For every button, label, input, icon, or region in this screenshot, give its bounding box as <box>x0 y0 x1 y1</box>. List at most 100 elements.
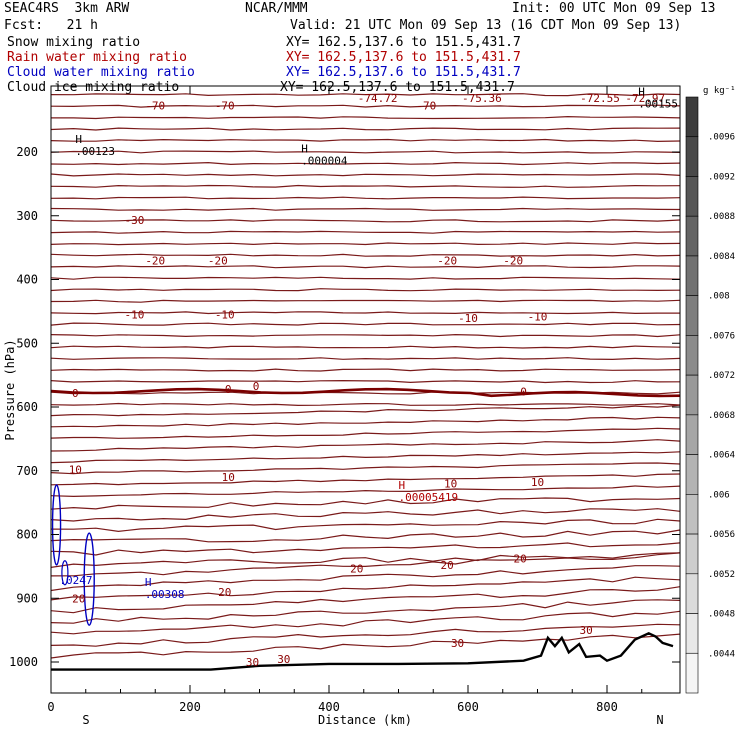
contour-label: -70 <box>145 99 165 112</box>
colorbar-tick-label: .0096 <box>708 133 735 143</box>
extrema-labels: H.00123 H.000004H.00005419H.00308H.00155.… <box>59 86 678 601</box>
colorbar-swatch <box>685 176 699 217</box>
y-tick-label: 800 <box>16 528 38 542</box>
contour-label: 30 <box>451 637 464 650</box>
colorbar-units: g kg⁻¹ <box>703 86 736 96</box>
contour-label: -10 <box>528 310 548 323</box>
isotherm-line <box>50 138 681 143</box>
extremum-mark: H <box>145 576 152 589</box>
contour-label: -72.55 <box>580 92 620 105</box>
isotherm-line <box>50 230 681 234</box>
isotherm-line <box>50 368 681 372</box>
isotherm-line <box>50 586 681 614</box>
extremum-value: .00123 <box>75 145 115 158</box>
isotherm-line <box>50 288 681 292</box>
colorbar-swatch <box>685 215 699 257</box>
isotherm-line <box>50 599 681 624</box>
colorbar-tick-label: .0056 <box>708 530 735 540</box>
y-tick-label: 200 <box>16 145 38 159</box>
extremum-value: .0247 <box>59 574 92 587</box>
contour-label: 30 <box>246 656 259 669</box>
isotherm-line <box>50 497 681 510</box>
isotherm-line <box>50 276 681 280</box>
zero-degree-contour <box>50 387 681 398</box>
contour-label: 0 <box>72 387 79 400</box>
y-tick-label: 400 <box>16 273 38 287</box>
temperature-contours <box>50 93 681 659</box>
contour-label: -70 <box>215 99 235 112</box>
contour-label: -10 <box>215 309 235 322</box>
contour-label: -75.36 <box>462 92 502 105</box>
isotherm-line <box>50 311 680 315</box>
plot-frame <box>50 85 681 694</box>
isotherm-line <box>50 379 681 384</box>
y-tick-label: 700 <box>16 464 38 478</box>
isotherm-line <box>50 565 681 592</box>
isotherm-line <box>50 485 681 498</box>
extremum-mark: H <box>638 86 645 99</box>
isotherm-line <box>51 115 681 120</box>
contour-label: -30 <box>124 214 144 227</box>
zero-isotherm <box>50 387 681 398</box>
colorbar: .0096 .0092 .0088 .0084 .008 .0076 .0072 .0068.… <box>685 96 735 694</box>
colorbar-tick-label: .006 <box>708 490 730 500</box>
colorbar-swatch <box>685 494 699 535</box>
y-tick-label: 600 <box>16 400 38 414</box>
extremum-value: .00005419 <box>399 491 459 504</box>
isotherm-line <box>50 219 681 223</box>
terrain-line <box>51 631 674 671</box>
colorbar-tick-label: .0068 <box>708 411 735 421</box>
cloud-contour <box>51 484 62 566</box>
contour-label: 0 <box>253 380 260 393</box>
field-snow-name: Snow mixing ratio <box>7 35 141 50</box>
x-axis: 0 200 400 600 800 <box>47 86 643 714</box>
contour-label: -20 <box>503 254 523 267</box>
colorbar-swatch <box>685 96 699 138</box>
x-tick-label: 600 <box>457 700 479 714</box>
contour-label: 10 <box>444 478 457 491</box>
isotherm-line <box>50 173 681 177</box>
extremum-mark: H <box>399 479 406 492</box>
contour-label: 30 <box>277 653 290 666</box>
x-tick-label: 0 <box>47 700 54 714</box>
isotherm-line <box>50 633 681 659</box>
colorbar-swatch <box>685 136 699 177</box>
colorbar-tick-label: .0076 <box>708 331 735 341</box>
isotherm-line <box>50 357 681 361</box>
terrain-surface <box>51 631 674 671</box>
isotherm-line <box>50 184 681 188</box>
cloud-water-contours <box>51 484 95 626</box>
isotherm-line <box>50 552 681 577</box>
x-axis-label: Distance (km) <box>318 713 412 727</box>
contour-label: -20 <box>145 254 165 267</box>
extremum-value: .000004 <box>301 154 348 167</box>
colorbar-swatch <box>685 295 699 336</box>
extremum-value: .00155 <box>638 98 678 111</box>
x-tick-label: 200 <box>179 700 201 714</box>
y-tick-label: 1000 <box>9 655 38 669</box>
isotherm-line <box>50 161 681 166</box>
y-axis-label: Pressure (hPa) <box>3 339 17 440</box>
y-tick-label: 300 <box>16 209 38 223</box>
colorbar-tick-label: .008 <box>708 292 730 302</box>
contour-label: -20 <box>208 254 228 267</box>
colorbar-tick-label: .0084 <box>708 252 735 262</box>
contour-label: 20 <box>350 562 363 575</box>
contour-label: 0 <box>520 386 527 399</box>
isotherm-line <box>50 473 681 486</box>
x-tick-label: 800 <box>596 700 618 714</box>
contour-label: 0 <box>225 383 232 396</box>
contour-label: -10 <box>458 312 478 325</box>
contour-label: -70 <box>416 99 436 112</box>
contour-label: 10 <box>69 463 82 476</box>
colorbar-swatch <box>685 613 699 654</box>
model-title: SEAC4RS 3km ARW <box>4 1 130 16</box>
valid-time: Valid: 21 UTC Mon 09 Sep 13 (16 CDT Mon … <box>290 18 682 33</box>
contour-label: 20 <box>514 553 527 566</box>
field-snow-xy: XY= 162.5,137.6 to 151.5,431.7 <box>286 35 521 50</box>
isotherm-line <box>50 518 681 533</box>
colorbar-tick-label: .0088 <box>708 212 735 222</box>
cloud-contour <box>61 560 69 586</box>
isotherm-line <box>50 451 681 464</box>
